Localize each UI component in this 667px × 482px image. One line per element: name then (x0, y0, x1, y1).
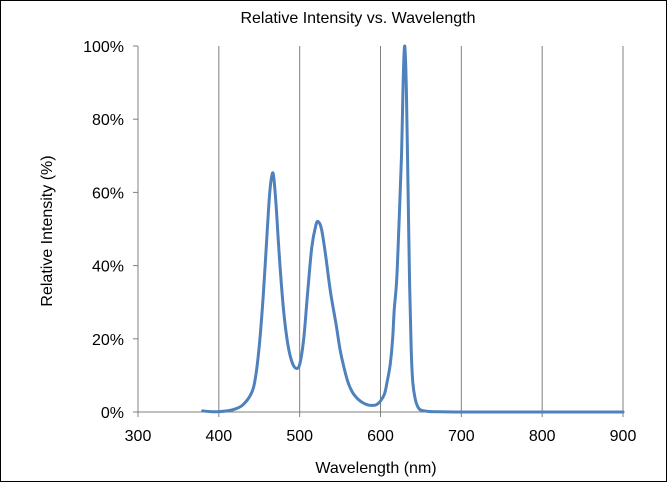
y-tick-label: 40% (92, 259, 124, 276)
grid-layer (218, 46, 624, 412)
y-tick-label: 60% (92, 185, 124, 202)
y-axis-label: Relative Intensity (%) (39, 155, 56, 306)
y-tick-label: 0% (101, 405, 124, 422)
chart-title: Relative Intensity vs. Wavelength (240, 10, 475, 27)
series-line-intensity (201, 44, 625, 414)
y-tick-label: 80% (92, 112, 124, 129)
y-tick-label: 100% (83, 39, 124, 56)
x-axis-label: Wavelength (nm) (315, 460, 436, 477)
x-tick-label: 700 (448, 428, 475, 445)
x-tick-label: 800 (529, 428, 556, 445)
y-tick-label: 20% (92, 332, 124, 349)
series-layer (201, 44, 625, 414)
x-tick-label: 500 (286, 428, 313, 445)
x-tick-label: 300 (125, 428, 152, 445)
tick-label-layer: 0% 20% 40% 60% 80% 100% 300 400 500 600 700 800 900 (83, 39, 636, 445)
x-tick-label: 600 (367, 428, 394, 445)
x-tick-label: 400 (205, 428, 232, 445)
axis-layer (133, 45, 624, 417)
x-tick-label: 900 (610, 428, 637, 445)
